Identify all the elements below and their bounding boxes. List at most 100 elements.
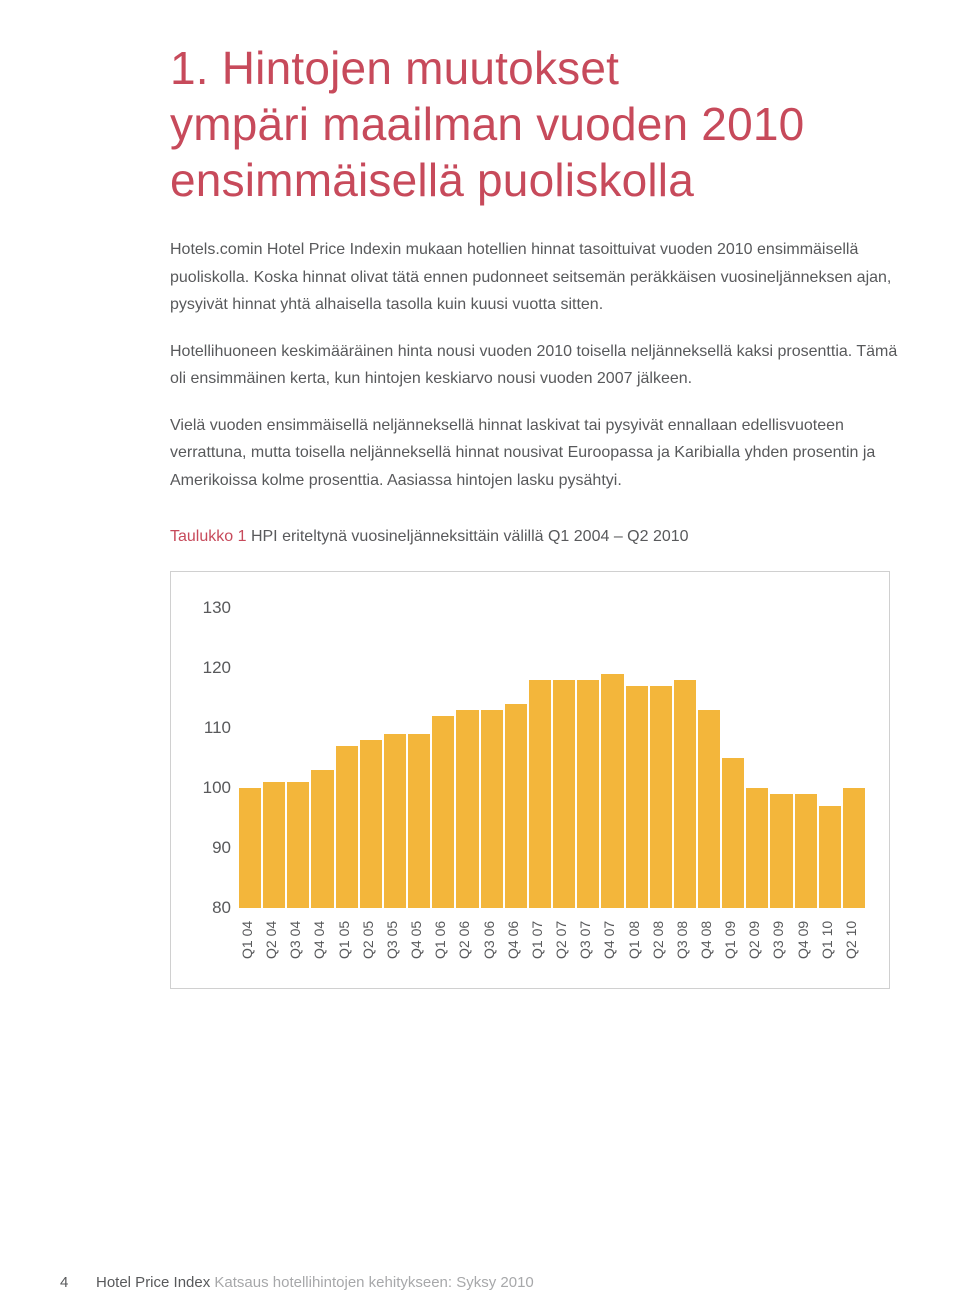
chart-bar [698, 710, 720, 908]
chart-bar [674, 680, 696, 908]
x-tick-label: Q2 08 [650, 916, 672, 964]
chart-bar [505, 704, 527, 908]
chart-bar [770, 794, 792, 908]
bar-slot [650, 608, 672, 908]
x-tick-label: Q4 07 [601, 916, 623, 964]
x-tick-label: Q2 07 [553, 916, 575, 964]
bar-slot [239, 608, 261, 908]
y-tick-label: 90 [212, 838, 231, 858]
bar-slot [601, 608, 623, 908]
chart-bar [287, 782, 309, 908]
chart-bar [626, 686, 648, 908]
bar-slot [408, 608, 430, 908]
bar-slot [529, 608, 551, 908]
x-tick-label: Q1 07 [529, 916, 551, 964]
chart-bar [263, 782, 285, 908]
chart-title: Taulukko 1 HPI eriteltynä vuosineljännek… [170, 524, 900, 550]
bar-slot [795, 608, 817, 908]
chart-bar [408, 734, 430, 908]
chart-bar [601, 674, 623, 908]
x-tick-label: Q2 09 [746, 916, 768, 964]
x-tick-label: Q2 04 [263, 916, 285, 964]
bar-slot [432, 608, 454, 908]
chart-frame: 1301201101009080 Q1 04Q2 04Q3 04Q4 04Q1 … [170, 571, 890, 989]
chart-title-rest: HPI eriteltynä vuosineljänneksittäin väl… [247, 528, 689, 545]
bar-slot [819, 608, 841, 908]
chart-bar [553, 680, 575, 908]
x-tick-label: Q3 09 [770, 916, 792, 964]
page-heading: 1. Hintojen muutoksetympäri maailman vuo… [170, 40, 900, 208]
chart-bar [843, 788, 865, 908]
x-tick-label: Q1 05 [336, 916, 358, 964]
bar-slot [505, 608, 527, 908]
bar-slot [481, 608, 503, 908]
x-tick-label: Q1 08 [626, 916, 648, 964]
x-tick-label: Q2 05 [360, 916, 382, 964]
bar-slot [843, 608, 865, 908]
x-tick-label: Q3 06 [481, 916, 503, 964]
y-tick-label: 100 [203, 778, 231, 798]
chart-bar [529, 680, 551, 908]
bar-slot [287, 608, 309, 908]
x-tick-label: Q4 04 [311, 916, 333, 964]
x-tick-label: Q3 04 [287, 916, 309, 964]
page-footer: 4 Hotel Price Index Katsaus hotellihinto… [0, 1274, 960, 1291]
chart-title-prefix: Taulukko 1 [170, 528, 247, 545]
paragraph-2: Hotellihuoneen keskimääräinen hinta nous… [170, 338, 900, 392]
x-tick-label: Q1 09 [722, 916, 744, 964]
bar-slot [360, 608, 382, 908]
x-tick-label: Q1 06 [432, 916, 454, 964]
paragraph-1: Hotels.comin Hotel Price Indexin mukaan … [170, 236, 900, 318]
chart-bar [239, 788, 261, 908]
footer-title: Hotel Price Index [96, 1274, 210, 1291]
x-tick-label: Q2 06 [456, 916, 478, 964]
x-tick-label: Q4 06 [505, 916, 527, 964]
chart-bar [577, 680, 599, 908]
chart-bar [432, 716, 454, 908]
x-tick-label: Q3 08 [674, 916, 696, 964]
bar-slot [577, 608, 599, 908]
page: 1. Hintojen muutoksetympäri maailman vuo… [0, 0, 960, 1315]
chart-bar [481, 710, 503, 908]
bar-slot [746, 608, 768, 908]
bar-slot [674, 608, 696, 908]
bar-slot [263, 608, 285, 908]
y-tick-label: 130 [203, 598, 231, 618]
x-tick-label: Q2 10 [843, 916, 865, 964]
chart-bar [795, 794, 817, 908]
chart-bar [456, 710, 478, 908]
x-tick-label: Q3 07 [577, 916, 599, 964]
bar-slot [456, 608, 478, 908]
chart-bar [722, 758, 744, 908]
chart-body: 1301201101009080 [239, 608, 865, 908]
bar-slot [698, 608, 720, 908]
y-axis-labels: 1301201101009080 [185, 608, 231, 908]
x-tick-label: Q4 08 [698, 916, 720, 964]
x-tick-label: Q4 09 [795, 916, 817, 964]
x-tick-label: Q4 05 [408, 916, 430, 964]
chart-bar [311, 770, 333, 908]
bar-slot [336, 608, 358, 908]
page-number: 4 [60, 1274, 78, 1291]
chart-bar [360, 740, 382, 908]
chart-bar [384, 734, 406, 908]
chart-bars-row [239, 608, 865, 908]
bar-slot [553, 608, 575, 908]
bar-slot [770, 608, 792, 908]
bar-slot [311, 608, 333, 908]
chart-bar [746, 788, 768, 908]
x-tick-label: Q1 10 [819, 916, 841, 964]
bar-slot [626, 608, 648, 908]
bar-slot [722, 608, 744, 908]
chart-bar [336, 746, 358, 908]
x-tick-label: Q1 04 [239, 916, 261, 964]
y-tick-label: 80 [212, 898, 231, 918]
footer-subtitle: Katsaus hotellihintojen kehitykseen: Syk… [210, 1274, 534, 1291]
chart-bar [819, 806, 841, 908]
chart-bar [650, 686, 672, 908]
x-tick-label: Q3 05 [384, 916, 406, 964]
y-tick-label: 120 [203, 658, 231, 678]
paragraph-3: Vielä vuoden ensimmäisellä neljänneksell… [170, 412, 900, 494]
bar-slot [384, 608, 406, 908]
x-axis-labels: Q1 04Q2 04Q3 04Q4 04Q1 05Q2 05Q3 05Q4 05… [239, 916, 865, 964]
